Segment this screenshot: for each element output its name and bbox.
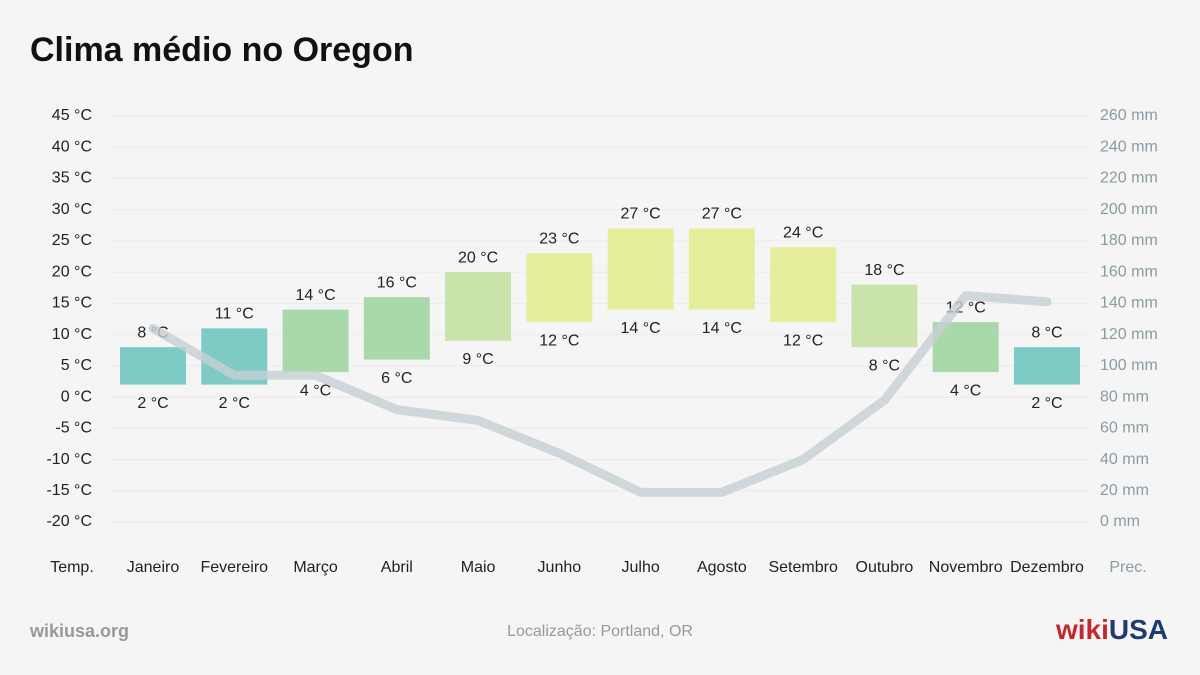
y-tick-label: 5 °C — [61, 357, 92, 374]
min-label: 6 °C — [381, 370, 412, 387]
y-tick-label: -10 °C — [46, 451, 92, 468]
site-name: wikiusa.org — [29, 621, 129, 641]
x-tick-label: Agosto — [697, 559, 747, 576]
min-label: 2 °C — [1031, 395, 1062, 412]
y2-tick-label: 40 mm — [1100, 451, 1149, 468]
min-label: 8 °C — [869, 357, 900, 374]
y2-tick-label: 180 mm — [1100, 232, 1158, 249]
min-label: 4 °C — [950, 382, 981, 399]
temp-bar — [1013, 347, 1080, 385]
x-tick-label: Novembro — [929, 559, 1003, 576]
temp-bar — [851, 284, 918, 348]
max-label: 20 °C — [458, 249, 498, 266]
y2-tick-label: 20 mm — [1100, 482, 1149, 499]
x-tick-label: Abril — [381, 559, 413, 576]
y2-tick-label: 120 mm — [1100, 326, 1158, 343]
y2-tick-label: 60 mm — [1100, 420, 1149, 437]
y2-axis-label: Prec. — [1109, 559, 1146, 576]
x-tick-label: Fevereiro — [200, 559, 268, 576]
max-label: 24 °C — [783, 224, 823, 241]
max-label: 23 °C — [539, 231, 579, 248]
y-tick-label: 30 °C — [52, 201, 92, 218]
location: Localização: Portland, OR — [507, 623, 693, 640]
min-label: 2 °C — [219, 395, 250, 412]
x-tick-label: Janeiro — [127, 559, 180, 576]
y2-tick-label: 160 mm — [1100, 263, 1158, 280]
y2-tick-label: 80 mm — [1100, 388, 1149, 405]
y2-tick-label: 260 mm — [1100, 107, 1158, 124]
y-tick-label: 15 °C — [52, 295, 92, 312]
max-label: 18 °C — [864, 262, 904, 279]
y2-tick-label: 240 mm — [1100, 138, 1158, 155]
max-label: 14 °C — [295, 287, 335, 304]
logo: wikiUSA — [1055, 614, 1168, 645]
y-tick-label: -15 °C — [46, 482, 92, 499]
temp-bar — [363, 297, 430, 360]
temp-bar — [120, 347, 186, 385]
y-tick-label: -5 °C — [55, 420, 92, 437]
chart-title: Clima médio no Oregon — [30, 31, 413, 69]
min-label: 12 °C — [539, 332, 579, 349]
min-label: 14 °C — [621, 320, 661, 337]
min-label: 12 °C — [783, 332, 823, 349]
y2-tick-label: 0 mm — [1100, 513, 1140, 530]
x-tick-label: Dezembro — [1010, 559, 1084, 576]
temp-bar — [445, 272, 512, 341]
y2-tick-label: 200 mm — [1100, 201, 1158, 218]
y2-tick-label: 140 mm — [1100, 295, 1158, 312]
y2-tick-label: 100 mm — [1100, 357, 1158, 374]
min-label: 4 °C — [300, 382, 331, 399]
x-tick-label: Junho — [538, 559, 582, 576]
y-tick-label: 20 °C — [52, 263, 92, 280]
temp-bar — [688, 228, 755, 310]
max-label: 16 °C — [377, 274, 417, 291]
max-label: 27 °C — [621, 206, 661, 223]
min-label: 14 °C — [702, 320, 742, 337]
x-tick-label: Maio — [461, 559, 496, 576]
max-label: 8 °C — [1031, 324, 1062, 341]
y-tick-label: 10 °C — [52, 326, 92, 343]
min-label: 2 °C — [137, 395, 168, 412]
temp-bar — [282, 309, 349, 373]
max-label: 11 °C — [215, 306, 254, 323]
y-tick-label: 40 °C — [52, 138, 92, 155]
y-tick-label: -20 °C — [46, 513, 92, 530]
max-label: 27 °C — [702, 206, 742, 223]
x-tick-label: Outubro — [856, 559, 914, 576]
x-tick-label: Março — [293, 559, 338, 576]
y-tick-label: 0 °C — [61, 388, 92, 405]
logo-prefix: wiki — [1055, 614, 1109, 645]
temp-bar — [526, 253, 593, 323]
y-tick-label: 45 °C — [52, 107, 92, 124]
x-tick-label: Julho — [621, 559, 659, 576]
precipitation-line — [148, 291, 1052, 497]
logo-suffix: USA — [1109, 614, 1168, 645]
temp-bar — [607, 228, 674, 310]
y-axis-label: Temp. — [50, 559, 94, 576]
min-label: 9 °C — [462, 351, 493, 368]
x-tick-label: Setembro — [768, 559, 837, 576]
y-tick-label: 25 °C — [52, 232, 92, 249]
y-tick-label: 35 °C — [52, 170, 92, 187]
temp-bar — [770, 247, 837, 323]
y2-tick-label: 220 mm — [1100, 170, 1158, 187]
